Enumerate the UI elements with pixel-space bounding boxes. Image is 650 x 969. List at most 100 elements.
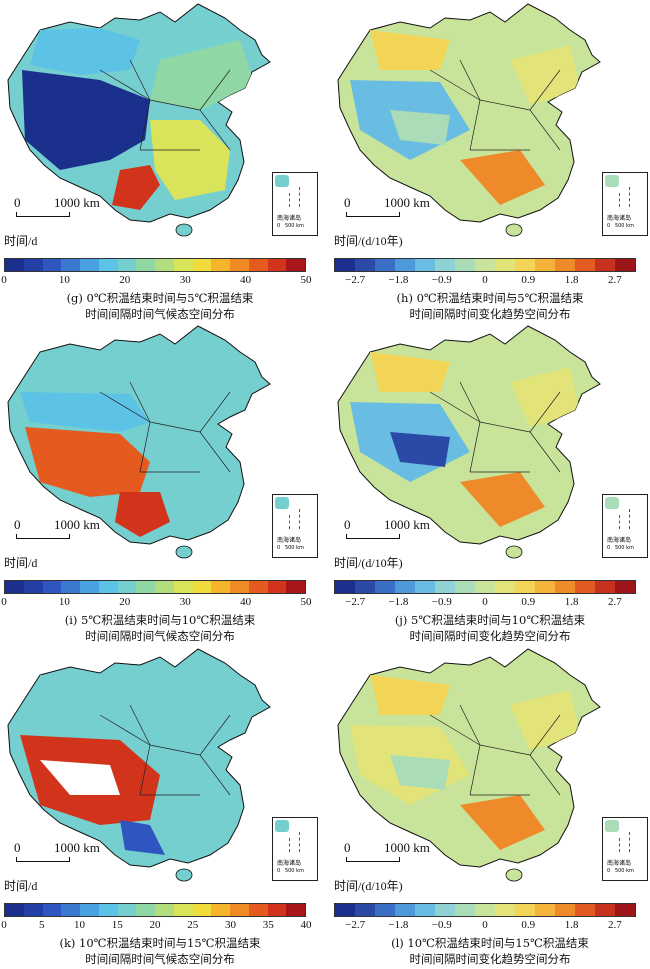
colorbar-swatch — [248, 904, 268, 916]
scale-bar: 0 1000 km — [14, 840, 124, 862]
colorbar-swatch — [230, 904, 249, 916]
colorbar-ticks: −2.7 −1.8 −0.9 0 0.9 1.8 2.7 — [334, 596, 636, 610]
colorbar-swatch — [173, 259, 193, 271]
colorbar — [4, 903, 306, 917]
scale-zero: 0 — [14, 195, 21, 210]
inset-scale: 0 500 km — [277, 223, 304, 229]
unit-label: 时间/d — [4, 556, 38, 570]
colorbar-tick: 0 — [1, 596, 7, 608]
colorbar-tick: −2.7 — [345, 596, 366, 608]
colorbar-swatch — [455, 259, 475, 271]
colorbar-swatch — [615, 581, 635, 593]
china-map — [7, 648, 271, 882]
colorbar-tick: 0 — [482, 274, 488, 286]
colorbar-tick: 0 — [1, 274, 7, 286]
caption-line-2: 时间间隔时间气候态空间分布 — [85, 952, 235, 966]
map-panel-k: 0 1000 km 南海诸岛 0 500 km 时间/d 0 5 10 15 20 25 30… — [0, 645, 320, 967]
colorbar-swatch — [211, 581, 230, 593]
colorbar-swatch — [355, 581, 375, 593]
colorbar-swatch — [495, 259, 515, 271]
south-china-sea-inset: 南海诸岛 0 500 km — [272, 494, 318, 558]
scale-zero: 0 — [14, 517, 21, 532]
colorbar-tick: 35 — [262, 919, 274, 931]
colorbar-swatch — [42, 581, 62, 593]
colorbar-swatch — [155, 259, 174, 271]
colorbar-tick: 40 — [240, 274, 252, 286]
unit-label: 时间/(d/10年) — [334, 879, 403, 893]
colorbar-tick: 25 — [187, 919, 199, 931]
colorbar-tick: 1.8 — [564, 274, 579, 286]
colorbar-swatch — [5, 904, 24, 916]
inset-label: 南海诸岛 — [277, 537, 302, 544]
scale-bar: 0 1000 km — [344, 840, 454, 862]
caption-line-1: (g) 0℃积温结束时间与5℃积温结束 — [66, 291, 254, 305]
inset-scale: 0 500 km — [277, 545, 304, 551]
inset-label: 南海诸岛 — [607, 860, 632, 867]
caption-line-2: 时间间隔时间变化趋势空间分布 — [409, 952, 571, 966]
china-map — [337, 325, 601, 559]
colorbar-swatch — [230, 581, 249, 593]
colorbar-swatch — [61, 259, 80, 271]
colorbar-tick: −1.8 — [388, 596, 409, 608]
colorbar-swatch — [286, 904, 305, 916]
south-china-sea-inset: 南海诸岛 0 500 km — [602, 494, 648, 558]
colorbar-swatch — [415, 904, 435, 916]
colorbar-tick: 40 — [240, 596, 252, 608]
colorbar-tick: 20 — [119, 596, 131, 608]
caption-line-2: 时间间隔时间气候态空间分布 — [85, 307, 235, 321]
south-china-sea-inset: 南海诸岛 0 500 km — [272, 172, 318, 236]
colorbar-swatch — [515, 259, 535, 271]
south-china-sea-inset: 南海诸岛 0 500 km — [272, 817, 318, 881]
inset-label: 南海诸岛 — [277, 215, 302, 222]
colorbar-swatch — [535, 904, 555, 916]
colorbar-tick: 30 — [225, 919, 236, 931]
colorbar-swatch — [595, 904, 615, 916]
colorbar-swatch — [98, 581, 118, 593]
colorbar-tick: 20 — [119, 274, 131, 286]
colorbar-swatch — [535, 581, 555, 593]
unit-label: 时间/(d/10年) — [334, 556, 403, 570]
scale-label: 1000 km — [384, 195, 430, 210]
colorbar-swatch — [117, 904, 137, 916]
colorbar-tick: 0 — [1, 919, 7, 931]
colorbar-swatch — [395, 581, 415, 593]
colorbar-tick: 40 — [300, 919, 312, 931]
colorbar — [4, 258, 306, 272]
colorbar-tick: −1.8 — [388, 919, 409, 931]
colorbar-tick: 20 — [149, 919, 161, 931]
colorbar-swatch — [136, 904, 155, 916]
colorbar-ticks: −2.7 −1.8 −0.9 0 0.9 1.8 2.7 — [334, 919, 636, 933]
colorbar-tick: 10 — [58, 274, 70, 286]
map-panel-j: 0 1000 km 南海诸岛 0 500 km 时间/(d/10年) −2.7 −1… — [330, 322, 650, 644]
colorbar-swatch — [595, 581, 615, 593]
scale-bar: 0 1000 km — [14, 517, 124, 539]
colorbar-swatch — [355, 259, 375, 271]
colorbar-swatch — [61, 581, 80, 593]
colorbar-ticks: 0 5 10 15 20 25 30 35 40 — [1, 919, 311, 933]
colorbar-swatch — [335, 259, 355, 271]
colorbar-swatch — [515, 904, 535, 916]
caption-line-2: 时间间隔时间变化趋势空间分布 — [409, 307, 571, 321]
inset-scale: 0 500 km — [607, 545, 634, 551]
colorbar-swatch — [615, 904, 635, 916]
scale-label: 1000 km — [384, 517, 430, 532]
colorbar-swatch — [267, 581, 287, 593]
south-china-sea-inset: 南海诸岛 0 500 km — [602, 817, 648, 881]
colorbar-swatch — [475, 581, 495, 593]
colorbar-tick: 10 — [74, 919, 85, 931]
inset-label: 南海诸岛 — [277, 860, 302, 867]
colorbar-tick: 0 — [482, 596, 488, 608]
colorbar-swatch — [286, 581, 305, 593]
colorbar — [334, 580, 636, 594]
colorbar-swatch — [192, 904, 212, 916]
colorbar-tick: 0 — [482, 919, 488, 931]
colorbar-swatch — [5, 581, 24, 593]
colorbar-tick: 15 — [111, 919, 123, 931]
colorbar-tick: 2.7 — [607, 919, 622, 931]
caption-line-1: (i) 5℃积温结束时间与10℃积温结束 — [64, 613, 256, 627]
map-panel-i: 0 1000 km 南海诸岛 0 500 km 时间/d 0 10 20 30 40 50 (… — [0, 322, 320, 644]
colorbar-swatch — [595, 259, 615, 271]
colorbar-tick: −0.9 — [431, 274, 452, 286]
colorbar-swatch — [61, 904, 80, 916]
china-map — [337, 648, 601, 882]
